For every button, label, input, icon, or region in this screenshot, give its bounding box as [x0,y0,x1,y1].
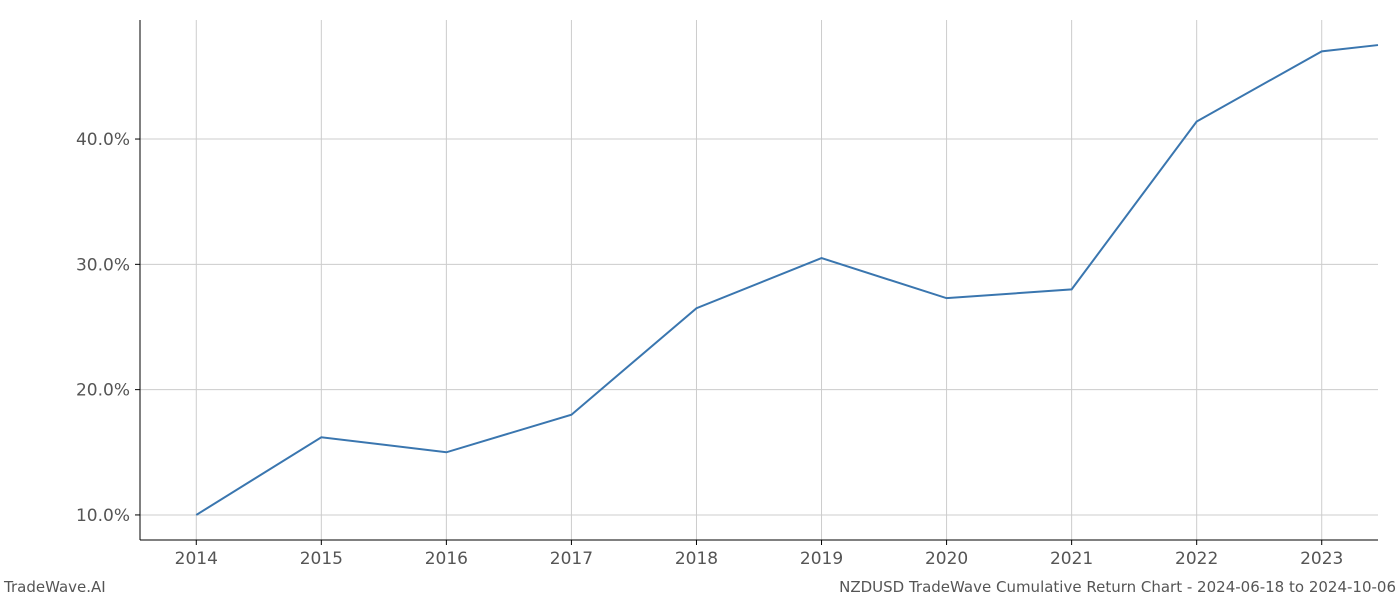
y-tick-label: 40.0% [76,130,130,150]
x-tick-label: 2023 [1300,549,1343,569]
x-tick-label: 2015 [300,549,343,569]
chart-container: 2014 2015 2016 2017 2018 2019 2020 2021 2022 2023… [0,0,1400,600]
x-tick-label: 2014 [175,549,218,569]
footer-left-label: TradeWave.AI [4,578,106,596]
x-tick-label: 2021 [1050,549,1093,569]
x-tick-label: 2018 [675,549,718,569]
line-chart: 2014 2015 2016 2017 2018 2019 2020 2021 2022 2023… [0,0,1400,600]
y-tick-label: 30.0% [76,255,130,275]
footer-right-label: NZDUSD TradeWave Cumulative Return Chart… [839,578,1396,596]
x-tick-label: 2017 [550,549,593,569]
x-tick-label: 2019 [800,549,843,569]
x-tick-label: 2016 [425,549,468,569]
series-line-0 [196,45,1378,515]
x-tick-label: 2022 [1175,549,1218,569]
y-tick-label: 20.0% [76,381,130,401]
y-tick-label: 10.0% [76,506,130,526]
x-tick-label: 2020 [925,549,968,569]
